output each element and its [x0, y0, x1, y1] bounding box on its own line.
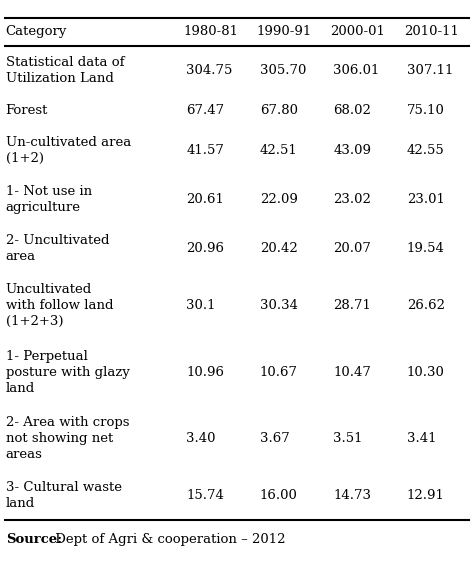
Text: 1- Not use in
agriculture: 1- Not use in agriculture [6, 185, 92, 213]
Text: 41.57: 41.57 [186, 144, 224, 157]
Text: 15.74: 15.74 [186, 489, 224, 502]
Text: 20.42: 20.42 [260, 242, 298, 255]
Text: 30.1: 30.1 [186, 299, 216, 312]
Text: 304.75: 304.75 [186, 64, 233, 76]
Text: 3.41: 3.41 [407, 432, 436, 445]
Text: 2000-01: 2000-01 [330, 25, 385, 38]
Text: Un-cultivated area
(1+2): Un-cultivated area (1+2) [6, 136, 131, 165]
Text: 26.62: 26.62 [407, 299, 445, 312]
Text: Forest: Forest [6, 103, 48, 116]
Text: 22.09: 22.09 [260, 193, 298, 206]
Text: 10.96: 10.96 [186, 366, 224, 379]
Text: Category: Category [6, 25, 67, 38]
Text: 3.40: 3.40 [186, 432, 216, 445]
Text: 14.73: 14.73 [333, 489, 371, 502]
Text: 10.67: 10.67 [260, 366, 298, 379]
Text: 67.80: 67.80 [260, 103, 298, 116]
Text: 306.01: 306.01 [333, 64, 380, 76]
Text: 28.71: 28.71 [333, 299, 371, 312]
Text: 12.91: 12.91 [407, 489, 445, 502]
Text: 23.02: 23.02 [333, 193, 371, 206]
Text: 67.47: 67.47 [186, 103, 224, 116]
Text: 19.54: 19.54 [407, 242, 445, 255]
Text: Source:: Source: [6, 533, 62, 546]
Text: 3.67: 3.67 [260, 432, 290, 445]
Text: 43.09: 43.09 [333, 144, 371, 157]
Text: 1980-81: 1980-81 [183, 25, 238, 38]
Text: 75.10: 75.10 [407, 103, 445, 116]
Text: 10.30: 10.30 [407, 366, 445, 379]
Text: 23.01: 23.01 [407, 193, 445, 206]
Text: 68.02: 68.02 [333, 103, 371, 116]
Text: 2- Uncultivated
area: 2- Uncultivated area [6, 233, 109, 263]
Text: 42.55: 42.55 [407, 144, 445, 157]
Text: 20.96: 20.96 [186, 242, 224, 255]
Text: 1990-91: 1990-91 [257, 25, 312, 38]
Text: Dept of Agri & cooperation – 2012: Dept of Agri & cooperation – 2012 [51, 533, 285, 546]
Text: 16.00: 16.00 [260, 489, 298, 502]
Text: 20.07: 20.07 [333, 242, 371, 255]
Text: 307.11: 307.11 [407, 64, 453, 76]
Text: 1- Perpetual
posture with glazy
land: 1- Perpetual posture with glazy land [6, 349, 129, 395]
Text: 305.70: 305.70 [260, 64, 306, 76]
Text: Statistical data of
Utilization Land: Statistical data of Utilization Land [6, 55, 124, 85]
Text: 3- Cultural waste
land: 3- Cultural waste land [6, 482, 122, 510]
Text: Uncultivated
with follow land
(1+2+3): Uncultivated with follow land (1+2+3) [6, 283, 113, 328]
Text: 10.47: 10.47 [333, 366, 371, 379]
Text: 2- Area with crops
not showing net
areas: 2- Area with crops not showing net areas [6, 416, 129, 461]
Text: 3.51: 3.51 [333, 432, 363, 445]
Text: 20.61: 20.61 [186, 193, 224, 206]
Text: 30.34: 30.34 [260, 299, 298, 312]
Text: 2010-11: 2010-11 [404, 25, 459, 38]
Text: 42.51: 42.51 [260, 144, 298, 157]
